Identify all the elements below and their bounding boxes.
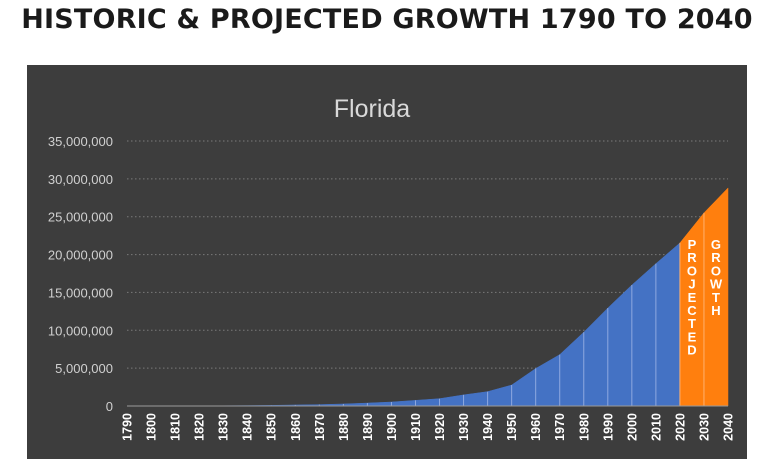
y-tick-label: 10,000,000: [48, 323, 113, 338]
x-tick-label: 1820: [193, 413, 207, 441]
y-tick-label: 25,000,000: [48, 210, 113, 225]
x-tick-label: 1940: [481, 413, 495, 441]
y-tick-label: 20,000,000: [48, 248, 113, 263]
x-tick-label: 1860: [289, 413, 303, 441]
y-tick-label: 0: [106, 399, 113, 414]
y-tick-label: 5,000,000: [55, 361, 113, 376]
x-tick-label: 1920: [433, 413, 447, 441]
x-tick-label: 1800: [145, 413, 159, 441]
x-tick-label: 1880: [337, 413, 351, 441]
chart-panel: Florida 0 5,000,000 10,000,000 15,000,000 20…: [27, 65, 747, 459]
historic-area-segment: [367, 401, 392, 407]
historic-area-segment: [559, 331, 585, 407]
x-tick-label: 1790: [121, 413, 135, 441]
page-heading: HISTORIC & PROJECTED GROWTH 1790 TO 2040: [21, 4, 753, 35]
historic-area-segment: [487, 384, 512, 407]
x-tick-label: 2040: [722, 413, 736, 441]
historic-area-segment: [583, 307, 609, 407]
x-tick-label: 1950: [505, 413, 519, 441]
y-tick-label: 30,000,000: [48, 172, 113, 187]
y-tick-label: 15,000,000: [48, 285, 113, 300]
area-layer: [127, 187, 729, 407]
x-tick-label: 1980: [577, 413, 591, 441]
historic-area-segment: [607, 284, 633, 407]
chart-title: Florida: [334, 95, 411, 123]
x-tick-label: 1870: [313, 413, 327, 441]
historic-area-segment: [415, 398, 440, 407]
x-tick-label: 1810: [169, 413, 183, 441]
historic-area-segment: [655, 242, 681, 407]
x-tick-label: 1840: [241, 413, 255, 441]
x-axis: 1790 1800 1810 1820 1830 1840 1850 1860 1870 1880…: [121, 405, 736, 441]
historic-area-segment: [391, 400, 416, 407]
x-tick-label: 1960: [529, 413, 543, 441]
x-tick-label: 1930: [457, 413, 471, 441]
x-tick-label: 1910: [409, 413, 423, 441]
x-tick-label: 1850: [265, 413, 279, 441]
x-tick-label: 2030: [697, 413, 711, 441]
historic-area-segment: [511, 368, 536, 407]
y-tick-label: 35,000,000: [48, 134, 113, 149]
x-tick-label: 2000: [625, 413, 639, 441]
annotations: P R O J E C T E D G R O W T H: [687, 237, 723, 358]
historic-area-segment: [439, 394, 464, 407]
x-tick-label: 2020: [673, 413, 687, 441]
x-tick-label: 1830: [217, 413, 231, 441]
x-tick-label: 1970: [553, 413, 567, 441]
historic-area-segment: [463, 391, 488, 407]
x-tick-label: 1990: [601, 413, 615, 441]
x-tick-label: 1890: [361, 413, 375, 441]
x-tick-label: 1900: [385, 413, 399, 441]
gridlines: [127, 140, 728, 369]
historic-area-segment: [631, 263, 657, 407]
historic-area-segment: [535, 354, 560, 407]
y-axis: 0 5,000,000 10,000,000 15,000,000 20,000,000…: [48, 134, 113, 414]
florida-population-chart: Florida 0 5,000,000 10,000,000 15,000,000 20…: [48, 95, 736, 441]
x-tick-label: 2010: [649, 413, 663, 441]
